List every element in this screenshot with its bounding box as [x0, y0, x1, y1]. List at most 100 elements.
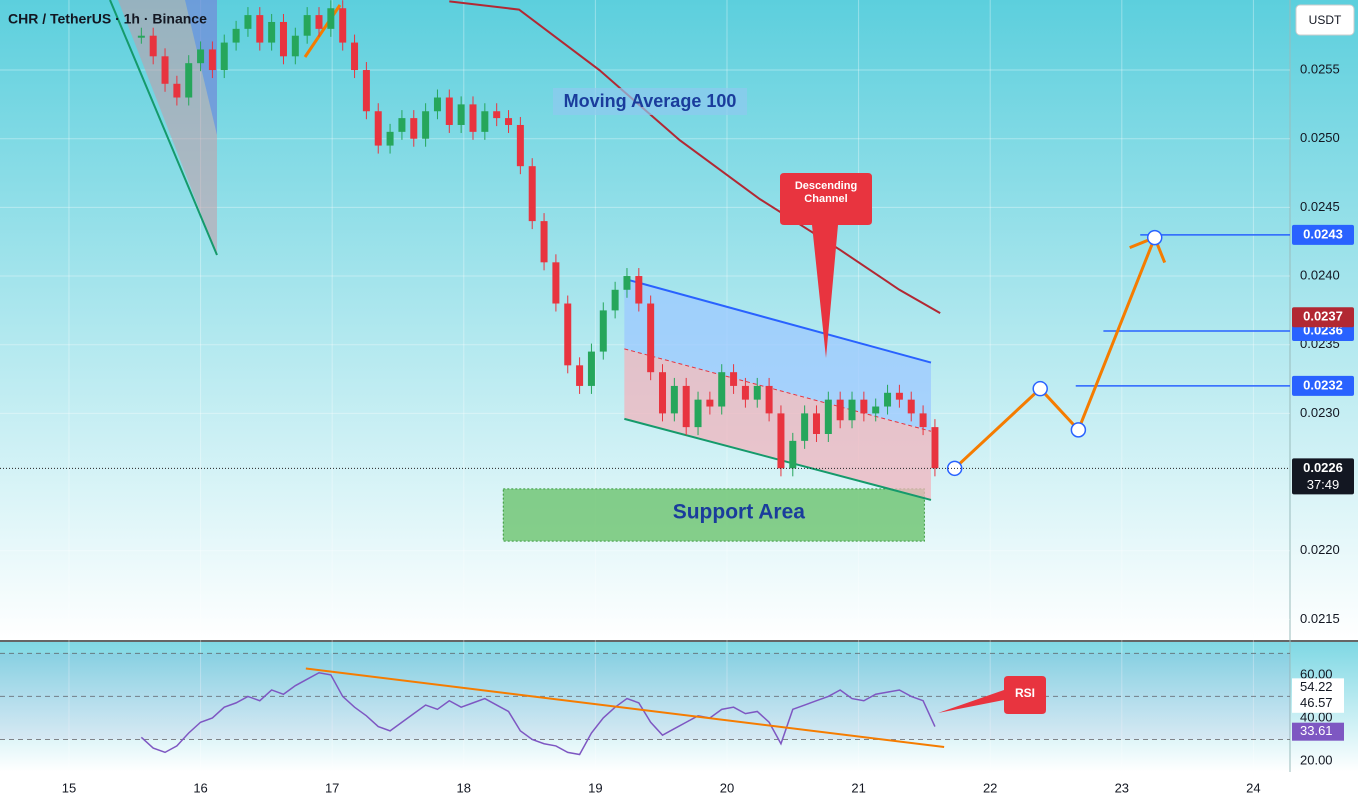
candle-body [327, 8, 335, 29]
x-tick-label: 24 [1246, 780, 1260, 795]
candle-body [197, 49, 205, 64]
projection [953, 237, 1157, 470]
rsi-label: 54.22 [1300, 679, 1333, 694]
candle-body [505, 118, 513, 125]
rsi-callout [938, 676, 1046, 714]
candle-body [268, 21, 276, 43]
candle-body [812, 413, 820, 434]
price-label-box [1292, 458, 1354, 495]
candle-body [469, 104, 477, 132]
callout [780, 173, 872, 358]
rsi-label-box [1292, 694, 1344, 713]
candle-body [564, 303, 572, 366]
candle-body [351, 42, 359, 71]
projection-point [1070, 422, 1087, 438]
chart-title: CHR / TetherUS · 1h · Binance [8, 11, 207, 27]
candle-body [836, 399, 844, 421]
rsi-callout-text: RSI [1015, 686, 1035, 700]
candle-body [931, 427, 939, 469]
rsi-line [140, 671, 936, 756]
candle-body [777, 413, 785, 469]
candle-body [422, 111, 430, 139]
rsi-label-box [1292, 722, 1344, 741]
candle-body [528, 166, 536, 222]
rsi-label: 33.61 [1300, 723, 1333, 738]
x-tick-label: 18 [457, 780, 471, 795]
rsi-label-box [1292, 678, 1344, 697]
candle-body [339, 8, 347, 43]
pattern-line [109, 0, 218, 256]
channel-upper-fill [624, 278, 931, 432]
moving-average [449, 0, 941, 315]
candle-body [540, 221, 548, 263]
rsi-tick-label: 60.00 [1300, 666, 1333, 681]
candle-body [576, 365, 584, 386]
price-label: 0.0237 [1303, 309, 1343, 324]
x-tick-label: 16 [193, 780, 207, 795]
candle-body [232, 28, 240, 43]
candle-body [362, 70, 370, 112]
channel-middle [624, 348, 932, 432]
candle-body [291, 35, 299, 57]
candle-body [398, 118, 406, 132]
y-tick-label: 0.0255 [1300, 61, 1340, 76]
currency: USDT [1309, 13, 1342, 27]
candle-body [244, 15, 252, 29]
candle-body [481, 111, 489, 132]
price-label: 0.0243 [1303, 226, 1343, 241]
y-tick-label: 0.0220 [1300, 542, 1340, 557]
candle-body [516, 124, 524, 167]
candle-body [884, 392, 892, 407]
candle-body [824, 399, 832, 434]
projection-point [1032, 380, 1048, 397]
time-axis [0, 772, 1358, 807]
callout-text: Descending Channel [794, 180, 858, 205]
candle-body [801, 413, 809, 441]
candle-body [872, 406, 880, 414]
candle-body [161, 56, 169, 84]
price-label-box [1292, 307, 1354, 328]
support-area [502, 488, 925, 542]
candle-body [848, 399, 856, 421]
candle-body [907, 399, 915, 414]
candle-body [374, 111, 382, 146]
y-tick-label: 0.0230 [1300, 405, 1340, 420]
candle-body [694, 399, 702, 428]
x-tick-label: 22 [983, 780, 997, 795]
candle-body [753, 385, 761, 400]
candle-body [635, 276, 643, 304]
x-tick-label: 17 [325, 780, 339, 795]
x-tick-label: 23 [1115, 780, 1129, 795]
x-tick-label: 20 [720, 780, 734, 795]
channel-upper [624, 277, 932, 364]
rsi-tick-label: 40.00 [1300, 709, 1333, 724]
candle-body [386, 131, 394, 146]
candle-body [137, 35, 145, 38]
candle-body [493, 111, 501, 119]
x-tick-label: 21 [851, 780, 865, 795]
price-label-box [1292, 224, 1354, 245]
candle-body [659, 372, 667, 414]
candle-body [256, 15, 264, 43]
candle-body [208, 49, 216, 71]
candle-body [445, 97, 453, 125]
candle-body [279, 21, 287, 57]
candle-body [552, 262, 560, 304]
candle-body [718, 372, 726, 407]
candle-body [185, 63, 193, 98]
candle-body [895, 392, 903, 400]
candle-body [303, 15, 311, 36]
price-label: 0.0226 [1303, 460, 1343, 475]
candle-body [789, 440, 797, 469]
candle-body [741, 385, 749, 400]
rsi-tick-label: 20.00 [1300, 752, 1333, 767]
candle-body [623, 276, 631, 290]
candle-body [173, 83, 181, 98]
candle-body [682, 385, 690, 428]
currency-box[interactable] [1295, 4, 1355, 36]
candle-body [730, 372, 738, 386]
price-label: 0.0232 [1303, 377, 1343, 392]
y-tick-label: 0.0215 [1300, 611, 1340, 626]
rsi-band-fill [0, 653, 1290, 740]
